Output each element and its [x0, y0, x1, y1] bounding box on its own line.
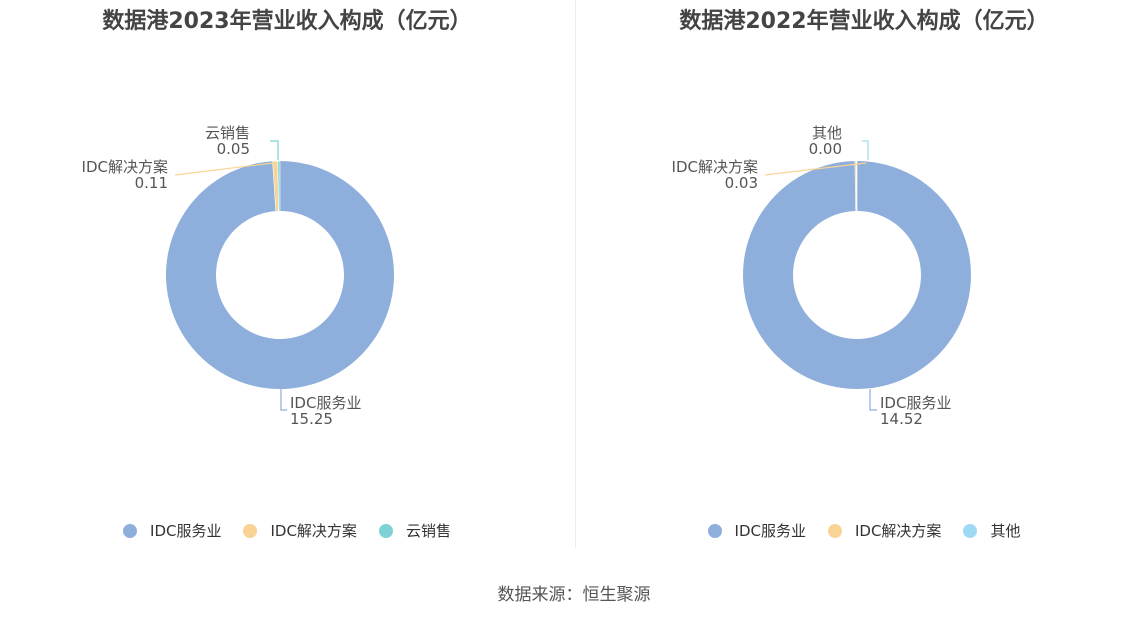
chart-panel-2022: 数据港2022年营业收入构成（亿元） IDC服务业 14.52 IDC解决方案 0.0… — [577, 0, 1148, 550]
leader-line — [280, 389, 287, 411]
legend-label: IDC解决方案 — [854, 522, 942, 540]
leader-line — [869, 389, 877, 411]
legend-swatch — [123, 523, 138, 538]
chart-legend: IDC服务业 IDC解决方案 云销售 — [0, 520, 574, 541]
slice-label-value: 0.03 — [725, 174, 758, 192]
chart-title: 数据港2022年营业收入构成（亿元） — [679, 9, 1049, 34]
legend-item[interactable]: 其他 — [963, 520, 1020, 541]
chart-title: 数据港2023年营业收入构成（亿元） — [102, 9, 472, 34]
legend-label: IDC解决方案 — [270, 522, 357, 540]
leader-line — [862, 140, 869, 160]
slice-label-value: 0.05 — [217, 140, 250, 158]
legend-swatch — [707, 523, 722, 538]
legend-label: 其他 — [990, 522, 1021, 540]
slice-label-name: 云销售 — [205, 124, 250, 142]
chart-legend: IDC服务业 IDC解决方案 其他 — [577, 520, 1148, 541]
slice-label-value: 14.52 — [880, 410, 923, 428]
slice-label-value: 15.25 — [290, 410, 333, 428]
legend-label: 云销售 — [405, 522, 451, 540]
slice-label-value: 0.11 — [135, 174, 168, 192]
chart-panel-2023: 数据港2023年营业收入构成（亿元） IDC服务业 15.25 IDC解决方案 0.1… — [0, 0, 574, 550]
donut-slice — [743, 161, 972, 389]
legend-swatch — [243, 523, 258, 538]
legend-item[interactable]: IDC解决方案 — [243, 520, 357, 541]
legend-item[interactable]: IDC服务业 — [123, 520, 221, 541]
legend-swatch — [378, 523, 393, 538]
legend-label: IDC服务业 — [150, 522, 222, 540]
donut-slice — [277, 160, 281, 212]
slice-label-name: IDC解决方案 — [82, 158, 168, 176]
data-source-note: 数据来源：恒生聚源 — [497, 585, 651, 605]
slice-label-value: 0.00 — [809, 140, 842, 158]
legend-swatch — [827, 523, 842, 538]
legend-item[interactable]: 云销售 — [378, 520, 451, 541]
slice-label-name: IDC服务业 — [290, 394, 361, 412]
leader-line — [174, 162, 274, 176]
legend-item[interactable]: IDC解决方案 — [827, 520, 942, 541]
donut-slice — [856, 160, 858, 212]
leader-line — [764, 162, 867, 176]
slice-label-name: IDC服务业 — [880, 394, 951, 412]
slice-label-name: IDC解决方案 — [672, 158, 758, 176]
panel-divider — [575, 0, 576, 548]
leader-line — [270, 140, 279, 160]
donut-slice — [166, 161, 395, 389]
legend-item[interactable]: IDC服务业 — [707, 520, 806, 541]
slice-label-name: 其他 — [812, 124, 842, 142]
legend-label: IDC服务业 — [734, 522, 806, 540]
legend-swatch — [963, 523, 978, 538]
